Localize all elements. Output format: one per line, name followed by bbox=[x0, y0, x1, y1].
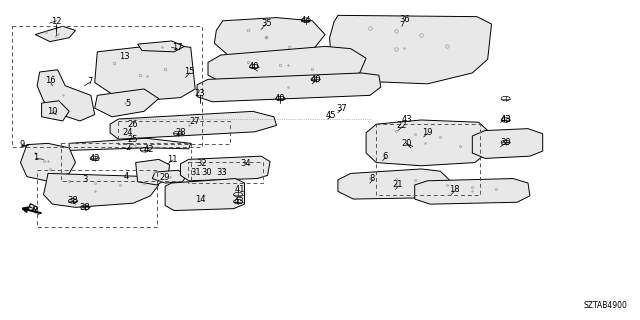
Polygon shape bbox=[95, 44, 195, 101]
Text: 5: 5 bbox=[125, 99, 131, 108]
Text: 43: 43 bbox=[234, 197, 244, 206]
Polygon shape bbox=[180, 156, 270, 181]
Text: 38: 38 bbox=[68, 196, 78, 205]
Bar bbox=[37, 170, 157, 227]
Text: 45: 45 bbox=[326, 111, 336, 120]
Polygon shape bbox=[366, 120, 488, 166]
Text: 28: 28 bbox=[175, 128, 186, 137]
Polygon shape bbox=[165, 179, 244, 211]
Text: 36: 36 bbox=[399, 15, 410, 24]
Text: 42: 42 bbox=[90, 154, 100, 163]
Polygon shape bbox=[152, 170, 187, 183]
Text: 2: 2 bbox=[125, 143, 131, 152]
Text: 7: 7 bbox=[87, 77, 92, 86]
Text: 42: 42 bbox=[143, 145, 154, 154]
Text: 19: 19 bbox=[422, 128, 433, 137]
Text: 3: 3 bbox=[83, 175, 88, 184]
Polygon shape bbox=[208, 46, 366, 84]
Text: 22: 22 bbox=[397, 121, 407, 130]
Polygon shape bbox=[330, 15, 492, 84]
Text: 20: 20 bbox=[401, 139, 412, 148]
Text: 30: 30 bbox=[202, 168, 212, 177]
Polygon shape bbox=[69, 138, 191, 150]
Text: 37: 37 bbox=[337, 104, 347, 113]
Polygon shape bbox=[42, 101, 69, 121]
Text: 13: 13 bbox=[120, 52, 130, 61]
Text: 10: 10 bbox=[47, 107, 58, 116]
Text: 43: 43 bbox=[402, 116, 412, 124]
Text: 29: 29 bbox=[159, 173, 170, 182]
Text: 15: 15 bbox=[184, 68, 195, 76]
Text: 6: 6 bbox=[383, 152, 388, 161]
Polygon shape bbox=[44, 173, 159, 207]
Text: 14: 14 bbox=[195, 195, 205, 204]
Polygon shape bbox=[95, 89, 159, 117]
Text: 27: 27 bbox=[190, 117, 200, 126]
Text: 1: 1 bbox=[33, 153, 38, 162]
Polygon shape bbox=[472, 129, 543, 158]
Text: 25: 25 bbox=[127, 135, 138, 144]
Text: SZTAB4900: SZTAB4900 bbox=[583, 301, 627, 310]
Text: 12: 12 bbox=[51, 17, 61, 26]
Text: 24: 24 bbox=[123, 128, 133, 137]
Polygon shape bbox=[338, 169, 449, 199]
Polygon shape bbox=[136, 159, 170, 185]
Text: 23: 23 bbox=[195, 89, 205, 98]
Polygon shape bbox=[138, 41, 184, 52]
Polygon shape bbox=[35, 26, 76, 42]
Text: 31: 31 bbox=[191, 168, 201, 177]
Text: 34: 34 bbox=[240, 159, 250, 168]
Text: 38: 38 bbox=[80, 203, 90, 212]
Text: 39: 39 bbox=[500, 138, 511, 147]
Text: FR.: FR. bbox=[24, 203, 42, 217]
Text: 21: 21 bbox=[393, 180, 403, 189]
Text: 40: 40 bbox=[248, 62, 259, 71]
Bar bbox=[118, 121, 230, 144]
Bar bbox=[61, 143, 191, 181]
Polygon shape bbox=[110, 111, 276, 139]
Text: 4: 4 bbox=[124, 172, 129, 181]
Polygon shape bbox=[197, 73, 381, 102]
Text: 43: 43 bbox=[500, 115, 511, 124]
Text: 43: 43 bbox=[500, 116, 511, 124]
Text: 44: 44 bbox=[301, 16, 311, 25]
Bar bbox=[188, 162, 263, 183]
Bar bbox=[12, 26, 202, 147]
Text: 41: 41 bbox=[235, 185, 245, 194]
Polygon shape bbox=[37, 70, 95, 121]
Bar bbox=[376, 124, 480, 195]
Text: 32: 32 bbox=[196, 159, 207, 168]
Polygon shape bbox=[20, 143, 76, 181]
Text: 35: 35 bbox=[261, 19, 271, 28]
Text: 11: 11 bbox=[168, 155, 178, 164]
Polygon shape bbox=[214, 18, 325, 60]
Text: 17: 17 bbox=[172, 43, 182, 52]
Text: 8: 8 bbox=[370, 174, 375, 183]
Text: 16: 16 bbox=[45, 76, 56, 85]
Polygon shape bbox=[415, 179, 530, 204]
Text: 18: 18 bbox=[449, 185, 460, 194]
Text: 26: 26 bbox=[127, 120, 138, 129]
Text: 33: 33 bbox=[216, 168, 227, 177]
Text: 40: 40 bbox=[275, 94, 285, 103]
Text: 9: 9 bbox=[19, 140, 24, 149]
Text: 40: 40 bbox=[310, 75, 321, 84]
